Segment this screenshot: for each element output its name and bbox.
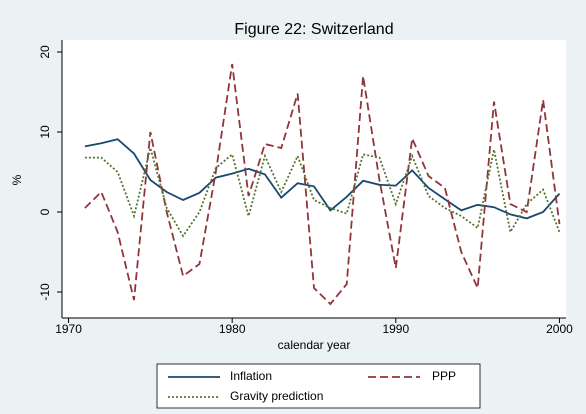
y-tick-label: 0 — [38, 208, 52, 215]
legend — [156, 363, 481, 409]
series-line — [84, 63, 561, 306]
chart-title: Figure 22: Switzerland — [234, 21, 393, 38]
x-axis-label: calendar year — [278, 338, 351, 352]
y-tick-label: 20 — [38, 45, 52, 59]
x-tick-label: 1990 — [382, 322, 409, 336]
x-tick-label: 2000 — [546, 322, 573, 336]
y-tick-label: 10 — [38, 125, 52, 139]
legend-label: PPP — [432, 369, 456, 383]
x-tick-label: 1970 — [55, 322, 82, 336]
plot-area — [62, 40, 566, 318]
y-axis-label: % — [10, 174, 24, 185]
legend-label: Gravity prediction — [230, 389, 323, 403]
series-line — [84, 138, 561, 220]
series-line — [84, 147, 561, 238]
y-tick-label: -10 — [38, 283, 52, 301]
legend-label: Inflation — [230, 369, 272, 383]
x-tick-label: 1980 — [219, 322, 246, 336]
